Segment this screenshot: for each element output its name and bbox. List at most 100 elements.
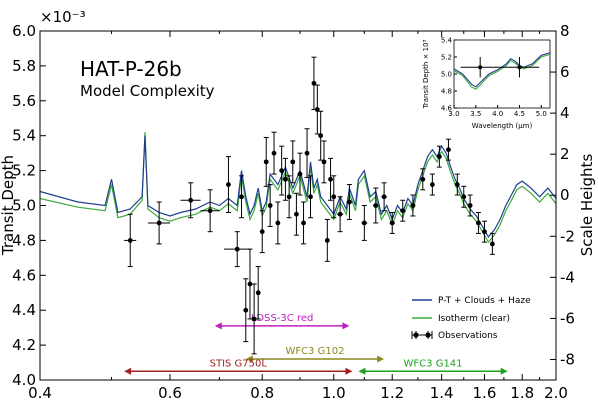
inset-y-tick-label: 5.0 [441,71,452,79]
instrument-range: WFC3 G102 [245,346,385,363]
observation-point [445,138,451,161]
observation-point [467,194,473,217]
y-tick-label: 6.0 [12,22,36,40]
observation-point [263,136,269,187]
chart-subtitle: Model Complexity [80,82,215,100]
inset-y-tick-label: 4.8 [441,88,452,96]
instrument-range-label: LDSS-3C red [251,313,314,324]
observation-point [461,185,467,208]
observation-point [324,218,330,262]
inset-y-tick-label: 5.2 [441,54,452,62]
observation-point [314,84,320,135]
observation-point [489,232,495,255]
inset-line-isotherm [453,53,551,90]
y-axis-title: Transit Depth [0,155,17,256]
legend-swatch-observations [411,331,433,339]
observation-point [346,184,353,220]
y2-tick-label: 4 [560,104,570,122]
x-tick-label: 2.0 [544,384,568,401]
instrument-range-label: WFC3 G141 [404,358,463,369]
observation-point [308,175,314,219]
observation-point [267,184,273,227]
y2-tick-label: 0 [560,186,570,204]
observation-point [180,182,201,219]
inset-x-tick-label: 4.0 [492,110,503,118]
legend-label-isotherm: Isotherm (clear) [438,314,510,324]
instrument-range: WFC3 G141 [358,358,508,375]
inset-y-axis-title: Transit Depth × 10³ [422,39,430,109]
observation-point [200,189,220,233]
observation-point [361,205,368,241]
observation-point [475,211,481,234]
observation-point [372,187,379,224]
y2-tick-label: -8 [560,350,575,368]
x-tick-label: 1.2 [380,384,404,401]
inset-x-axis-title: Wavelength (μm) [472,122,533,130]
x-tick-label: 1.8 [510,384,534,401]
observation-point [239,175,245,219]
inset-y-tick-label: 5.4 [441,37,453,45]
observation-point [251,283,257,355]
observation-point [282,157,288,201]
y-tick-label: 5.6 [12,92,36,110]
y-tick-label: 5.2 [12,162,36,180]
y-tick-label: 4.0 [12,371,36,389]
observation-point [410,194,416,217]
observation-point [225,156,231,213]
observation-point [297,152,303,196]
model-line-0 [39,135,557,238]
y2-tick-label: 8 [560,22,570,40]
inset-observation-points [460,57,540,78]
observation-point [400,199,406,222]
y-tick-label: 4.8 [12,231,36,249]
legend-label-observations: Observations [438,331,498,341]
y2-tick-label: -4 [560,268,575,286]
y2-axis-title: Scale Heights [578,154,596,257]
inset-model-lines [453,52,551,90]
inset-observation-point [460,57,500,78]
legend-label-model: P-T + Clouds + Haze [438,296,531,306]
x-tick-label: 0.6 [158,384,182,401]
y-tick-label: 5.8 [12,57,36,75]
observation-point [454,173,460,196]
instrument-range: LDSS-3C red [214,313,350,330]
instrument-range-label: WFC3 G102 [285,346,344,357]
y-tick-label: 5.4 [12,127,36,145]
observation-point [304,128,310,179]
observation-point [223,231,250,268]
observation-point [420,168,426,191]
y-exponent-label: ×10⁻³ [40,8,86,26]
inset-chart: 3.0 3.5 4.0 4.5 5.0 4.6 4.8 5.0 5.2 5.4 Wavelengt… [422,37,551,130]
observation-point [286,175,292,219]
observation-point [328,157,334,201]
observation-point [436,145,442,168]
y2-tick-label: 6 [560,63,570,81]
y2-tick-label: -6 [560,309,575,327]
y2-tick-label: 2 [560,145,570,163]
observation-point [259,210,265,254]
inset-ticks: 3.0 3.5 4.0 4.5 5.0 4.6 4.8 5.0 5.2 5.4 [441,37,547,119]
x-tick-label: 0.8 [250,384,274,401]
instrument-range-label: STIS G750L [210,358,268,369]
axis-ticks: 0.4 0.6 0.8 1.0 1.2 1.4 1.6 1.8 2.0 4.0 4.2 4.4 4.6 4… [12,22,575,401]
x-tick-label: 1.6 [473,384,497,401]
observation-point [271,131,277,175]
inset-x-tick-label: 5.0 [536,110,547,118]
y2-tick-label: -2 [560,227,575,245]
observation-point [389,211,395,234]
observation-point [124,213,137,268]
inset-observation-point [499,57,540,78]
observation-point [331,175,337,219]
observation-points [124,56,495,355]
x-tick-label: 0.4 [28,384,52,401]
observation-point [429,173,435,196]
observation-point [301,201,307,245]
observation-point [293,192,299,236]
observation-point [321,140,327,184]
inset-x-tick-label: 3.0 [448,110,459,118]
inset-frame [453,39,551,109]
observation-point [243,278,249,343]
observation-point [318,110,324,161]
x-tick-label: 1.4 [430,384,454,401]
